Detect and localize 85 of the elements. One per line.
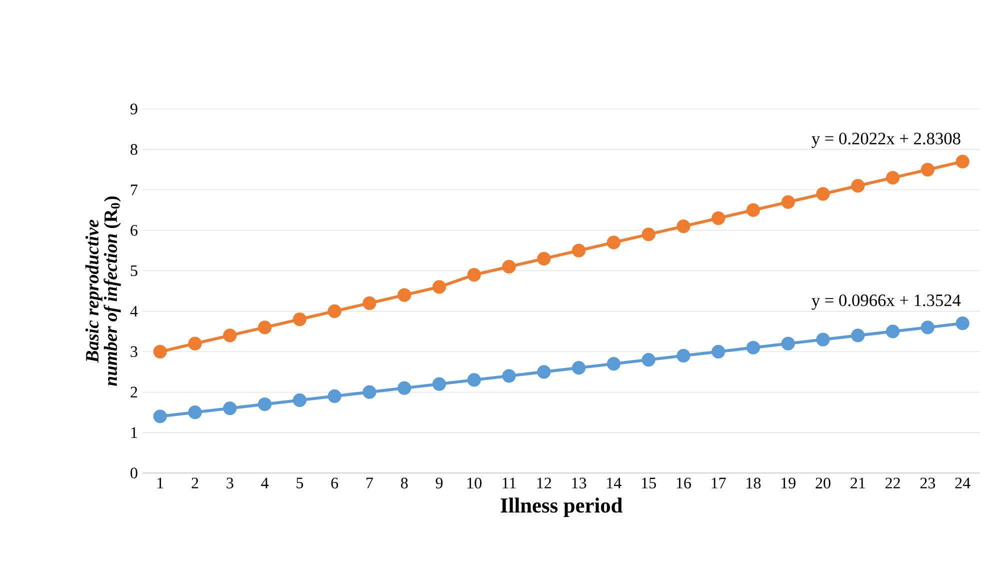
x-tick-label: 19 <box>782 478 796 488</box>
point <box>432 280 446 294</box>
y-tick-label: 7 <box>131 184 138 196</box>
y-tick-label: 8 <box>130 144 138 155</box>
y-tick-label: 9 <box>130 104 138 114</box>
point <box>676 219 690 234</box>
x-tick-label: 3 <box>226 478 234 488</box>
point <box>467 373 481 387</box>
x-tick-label: 10 <box>468 478 482 488</box>
point <box>606 356 620 371</box>
x-tick-label: 11 <box>502 478 516 488</box>
point <box>258 397 272 412</box>
x-tick-label: 22 <box>886 478 900 488</box>
point <box>886 324 900 338</box>
y-tick-label: 0 <box>130 468 138 478</box>
point <box>432 377 446 391</box>
point <box>188 336 202 350</box>
point <box>956 316 970 330</box>
x-tick-label: 2 <box>192 478 198 488</box>
point <box>816 332 830 346</box>
x-tick-label: 18 <box>746 478 761 488</box>
point <box>572 244 586 258</box>
x-tick-label: 6 <box>331 478 338 488</box>
point <box>572 361 586 375</box>
point <box>188 406 202 420</box>
x-tick-label: 21 <box>850 478 865 488</box>
x-tick-label: 7 <box>366 478 373 488</box>
y-tick-label: 6 <box>130 224 138 236</box>
point <box>328 389 342 403</box>
point <box>223 328 237 342</box>
x-tick-label: 24 <box>955 478 970 488</box>
annotation: y = 0.2022x + 2.8308 <box>812 132 960 148</box>
x-tick-label: 4 <box>261 478 269 488</box>
x-tick-label: 8 <box>400 478 408 488</box>
x-tick-label: 16 <box>676 478 691 488</box>
x-tick-label: 20 <box>816 478 830 488</box>
point <box>292 393 306 408</box>
x-tick-label: 14 <box>607 478 622 488</box>
point <box>398 381 412 395</box>
point <box>398 288 412 302</box>
point <box>712 211 726 225</box>
point <box>502 369 516 383</box>
x-tick-label: 1 <box>158 478 164 488</box>
point <box>781 336 795 350</box>
point <box>362 385 376 399</box>
x-tick-label: 17 <box>712 478 726 488</box>
point <box>292 312 306 326</box>
point <box>746 203 760 217</box>
y-tick-label: 3 <box>130 346 138 358</box>
x-tick-label: 15 <box>642 478 656 488</box>
point <box>746 340 760 354</box>
point <box>920 162 934 176</box>
point <box>642 228 656 242</box>
point <box>606 236 620 250</box>
x-tick-label: 9 <box>436 478 443 488</box>
point <box>816 187 830 201</box>
point <box>920 320 934 334</box>
point <box>467 268 481 282</box>
point <box>502 260 516 274</box>
x-tick-label: 23 <box>920 478 936 488</box>
y-tick-label: 1 <box>131 427 138 438</box>
point <box>851 179 865 193</box>
point <box>781 195 795 209</box>
point <box>328 304 342 318</box>
point <box>153 344 167 358</box>
x-tick-label: 12 <box>537 478 552 488</box>
point <box>362 296 376 310</box>
annotation: y = 0.0966x + 1.3524 <box>812 294 961 310</box>
point <box>712 344 726 358</box>
point <box>537 365 551 379</box>
point <box>642 352 656 367</box>
point <box>676 348 690 363</box>
point <box>886 170 900 185</box>
y-tick-label: 2 <box>130 386 138 398</box>
x-axis-title: Illness period <box>500 498 622 517</box>
x-tick-label: 5 <box>296 478 304 488</box>
y-tick-label: 5 <box>130 265 138 276</box>
point <box>258 320 272 334</box>
y-tick-label: 4 <box>130 306 138 316</box>
point <box>537 252 551 266</box>
point <box>223 401 237 416</box>
point <box>153 410 167 424</box>
point <box>956 154 970 168</box>
x-tick-label: 13 <box>572 478 586 488</box>
point <box>851 328 865 342</box>
